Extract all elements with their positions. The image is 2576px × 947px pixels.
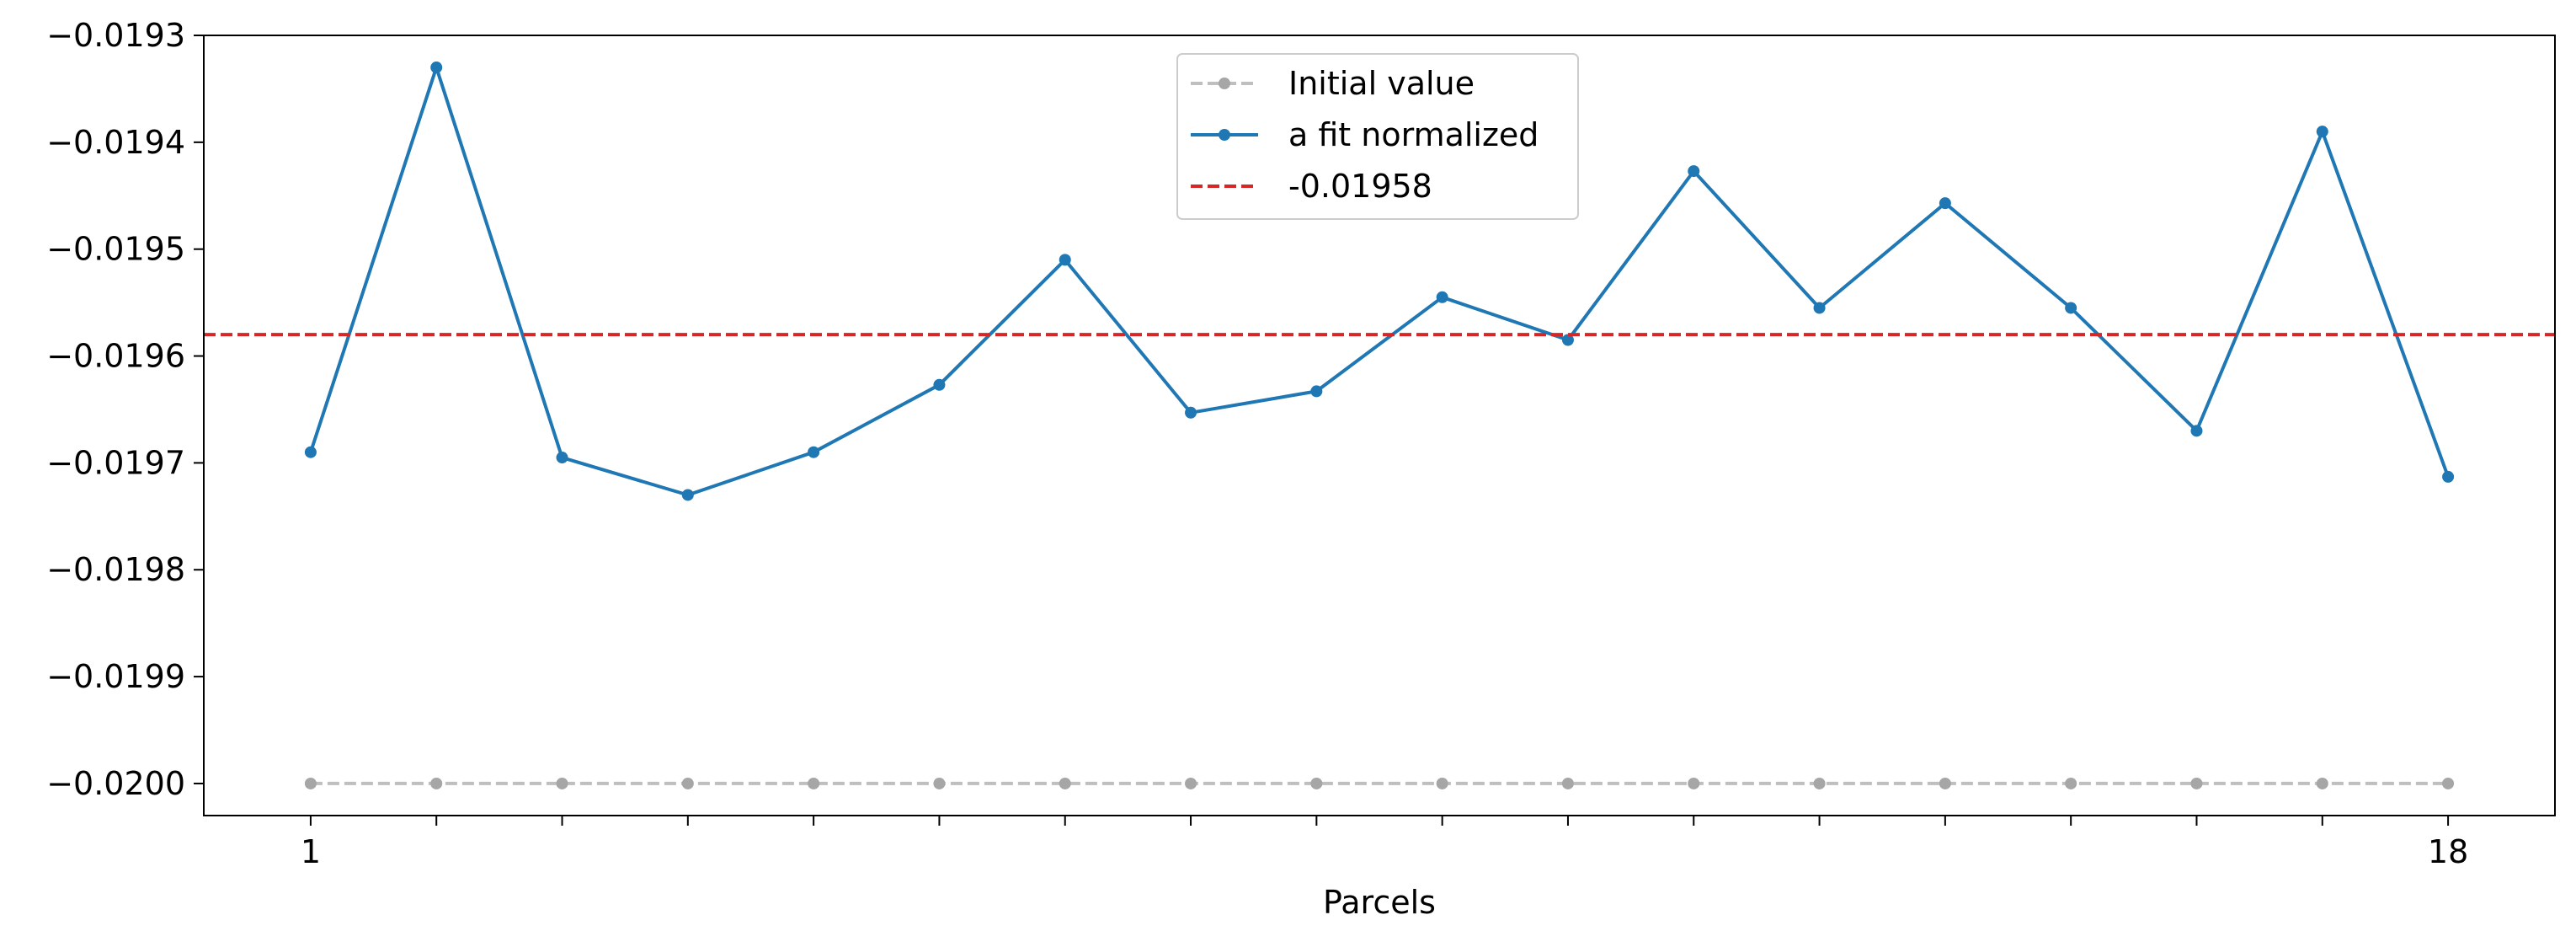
series-2-point xyxy=(1310,385,1323,398)
series-1-point xyxy=(808,777,820,789)
legend-swatch-marker xyxy=(1219,129,1230,141)
y-tick-label: −0.0195 xyxy=(46,231,185,268)
series-1-point xyxy=(933,777,946,789)
x-axis: 1 18 xyxy=(301,816,2468,870)
series-2-point xyxy=(1688,165,1700,178)
y-tick-label: −0.0196 xyxy=(46,338,185,375)
legend-box xyxy=(1176,53,1579,220)
series-2-point xyxy=(2316,126,2328,138)
axes-frame xyxy=(203,35,2556,816)
series-1-point xyxy=(1688,777,1700,789)
legend-entry-label: Initial value xyxy=(1288,65,1475,102)
series-1-point xyxy=(681,777,694,789)
legend-entry-label: a fit normalized xyxy=(1288,116,1539,153)
y-tick-label: −0.0200 xyxy=(46,765,185,802)
series-1-point xyxy=(1310,777,1323,789)
series-2-point xyxy=(681,489,694,501)
series-2-point xyxy=(304,446,317,458)
legend: Initial value a fit normalized -0.01958 xyxy=(1176,53,1579,220)
series-2-point xyxy=(808,446,820,458)
series-2-point xyxy=(1436,291,1448,303)
series-1-point xyxy=(1939,777,1951,789)
series-2-point xyxy=(1813,302,1826,314)
series-2-point xyxy=(2442,470,2455,483)
series-1-point xyxy=(556,777,568,789)
series-1-point xyxy=(430,777,443,789)
plot-area xyxy=(204,62,2555,789)
y-tick-label: −0.0199 xyxy=(46,658,185,695)
y-axis: −0.0193 −0.0194 −0.0195 −0.0196 −0.0197 −0.01… xyxy=(46,17,204,802)
series-2-point xyxy=(1561,334,1574,346)
x-tick-label: 1 xyxy=(301,833,321,870)
y-tick-label: −0.0197 xyxy=(46,444,185,481)
y-tick-label: −0.0198 xyxy=(46,551,185,588)
series-2-point xyxy=(556,452,568,464)
series-1-point xyxy=(2316,777,2328,789)
series-2-point xyxy=(1185,406,1197,419)
series-1-point xyxy=(1185,777,1197,789)
x-axis-title: Parcels xyxy=(1323,884,1436,921)
x-tick-label: 18 xyxy=(2428,833,2468,870)
legend-swatch-marker xyxy=(1219,78,1230,89)
series-1-point xyxy=(1436,777,1448,789)
series-2-point xyxy=(1939,197,1951,210)
y-tick-label: −0.0194 xyxy=(46,124,185,161)
series-1-point xyxy=(1813,777,1826,789)
series-1-point xyxy=(2442,777,2455,789)
series-1-point xyxy=(1561,777,1574,789)
legend-entry-label: -0.01958 xyxy=(1288,168,1432,205)
series-2-point xyxy=(430,62,443,74)
series-2-point xyxy=(2190,425,2203,437)
series-1-point xyxy=(2190,777,2203,789)
series-1-point xyxy=(2065,777,2077,789)
series-2-point xyxy=(933,378,946,391)
series-1-point xyxy=(304,777,317,789)
series-2-point xyxy=(1059,254,1071,266)
series-2-point xyxy=(2065,302,2077,314)
series-1-point xyxy=(1059,777,1071,789)
series-line-2 xyxy=(308,66,2450,497)
y-tick-label: −0.0193 xyxy=(46,17,185,54)
